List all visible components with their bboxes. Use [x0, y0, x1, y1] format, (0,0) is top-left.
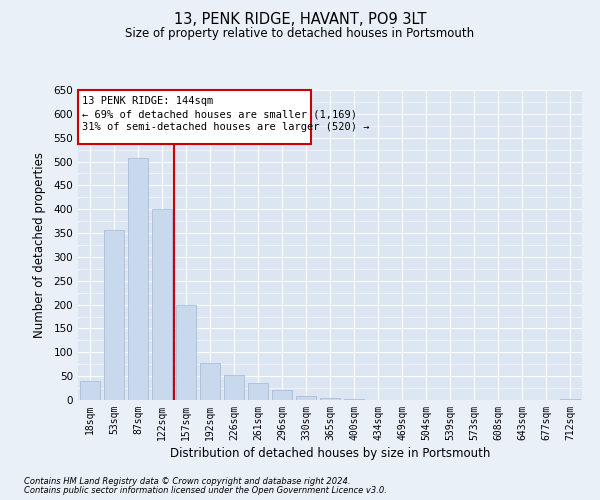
Bar	[176, 304, 196, 400]
Bar	[80, 381, 100, 400]
Y-axis label: Number of detached properties: Number of detached properties	[34, 152, 46, 338]
Text: 13, PENK RIDGE, HAVANT, PO9 3LT: 13, PENK RIDGE, HAVANT, PO9 3LT	[174, 12, 426, 28]
Text: Contains HM Land Registry data © Crown copyright and database right 2024.: Contains HM Land Registry data © Crown c…	[24, 477, 350, 486]
Bar	[224, 374, 244, 400]
Bar	[320, 398, 340, 400]
Bar	[248, 384, 268, 400]
FancyBboxPatch shape	[79, 90, 311, 144]
Text: Contains public sector information licensed under the Open Government Licence v3: Contains public sector information licen…	[24, 486, 387, 495]
Text: 13 PENK RIDGE: 144sqm: 13 PENK RIDGE: 144sqm	[82, 96, 214, 106]
Bar	[104, 230, 124, 400]
Text: Size of property relative to detached houses in Portsmouth: Size of property relative to detached ho…	[125, 28, 475, 40]
Bar	[560, 399, 580, 400]
Bar	[296, 396, 316, 400]
Bar	[344, 398, 364, 400]
Bar	[272, 390, 292, 400]
Text: 31% of semi-detached houses are larger (520) →: 31% of semi-detached houses are larger (…	[82, 122, 370, 132]
Text: ← 69% of detached houses are smaller (1,169): ← 69% of detached houses are smaller (1,…	[82, 109, 357, 119]
X-axis label: Distribution of detached houses by size in Portsmouth: Distribution of detached houses by size …	[170, 447, 490, 460]
Bar	[128, 158, 148, 400]
Bar	[200, 364, 220, 400]
Bar	[152, 209, 172, 400]
